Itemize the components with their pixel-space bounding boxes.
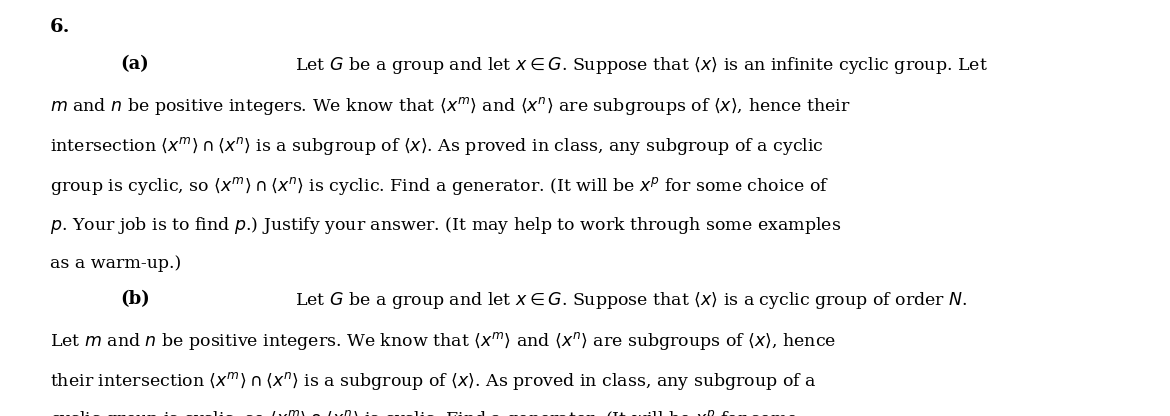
Text: (a): (a)	[121, 55, 149, 73]
Text: (b): (b)	[121, 290, 150, 308]
Text: $m$ and $n$ be positive integers. We know that $\langle x^m \rangle$ and $\langl: $m$ and $n$ be positive integers. We kno…	[50, 95, 851, 117]
Text: 6.: 6.	[50, 18, 70, 36]
Text: Let $m$ and $n$ be positive integers. We know that $\langle x^m \rangle$ and $\l: Let $m$ and $n$ be positive integers. We…	[50, 330, 837, 352]
Text: Let $G$ be a group and let $x \in G$. Suppose that $\langle x \rangle$ is an inf: Let $G$ be a group and let $x \in G$. Su…	[295, 55, 987, 76]
Text: $p$. Your job is to find $p$.) Justify your answer. (It may help to work through: $p$. Your job is to find $p$.) Justify y…	[50, 215, 841, 236]
Text: as a warm-up.): as a warm-up.)	[50, 255, 181, 272]
Text: Let $G$ be a group and let $x \in G$. Suppose that $\langle x \rangle$ is a cycl: Let $G$ be a group and let $x \in G$. Su…	[295, 290, 968, 311]
Text: group is cyclic, so $\langle x^m \rangle \cap \langle x^n \rangle$ is cyclic. Fi: group is cyclic, so $\langle x^m \rangle…	[50, 175, 830, 197]
Text: intersection $\langle x^m \rangle \cap \langle x^n \rangle$ is a subgroup of $\l: intersection $\langle x^m \rangle \cap \…	[50, 135, 824, 157]
Text: their intersection $\langle x^m \rangle \cap \langle x^n \rangle$ is a subgroup : their intersection $\langle x^m \rangle …	[50, 370, 817, 392]
Text: cyclic group is cyclic, so $\langle x^m \rangle \cap \langle x^n \rangle$ is cyc: cyclic group is cyclic, so $\langle x^m …	[50, 408, 798, 416]
